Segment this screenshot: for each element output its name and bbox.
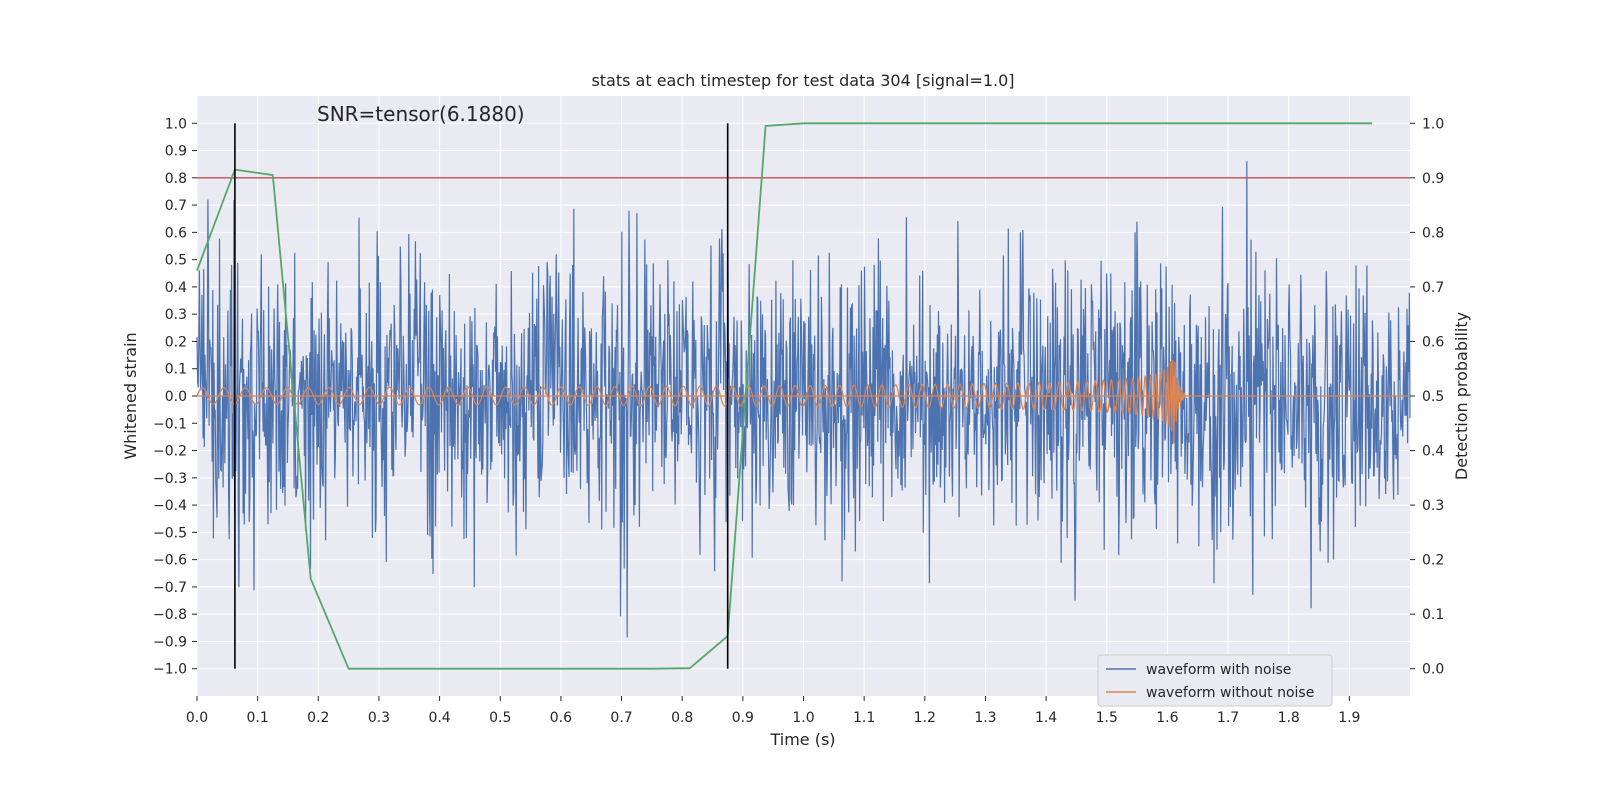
y2-tick-label: 0.0 <box>1422 662 1444 678</box>
y-tick-label: −0.9 <box>153 634 187 650</box>
y2-tick-label: 0.5 <box>1422 389 1444 405</box>
vertical-markers <box>234 123 729 669</box>
x-tick-label: 0.0 <box>186 710 208 726</box>
x-tick-label: 1.4 <box>1035 710 1057 726</box>
y-tick-label: 0.8 <box>165 171 187 187</box>
x-tick-label: 1.8 <box>1278 710 1300 726</box>
y-tick-label: −0.1 <box>153 416 187 432</box>
y-axis-label: Whitened strain <box>121 332 140 459</box>
legend-label-noise: waveform with noise <box>1146 662 1291 678</box>
y2-tick-label: 0.2 <box>1422 553 1444 569</box>
snr-annotation: SNR=tensor(6.1880) <box>317 102 525 126</box>
noise-series <box>196 161 1411 638</box>
y-tick-label: 1.0 <box>165 116 187 132</box>
y-tick-label: 0.3 <box>165 307 187 323</box>
y2-tick-label: 1.0 <box>1422 116 1444 132</box>
y-axis-ticks: 1.0 0.9 0.8 0.7 0.6 0.5 0.4 0.3 0.2 0.1 0.0 −0.1 −0.… <box>153 116 197 678</box>
y-tick-label: 0.5 <box>165 253 187 269</box>
y-tick-label: 0.7 <box>165 198 187 214</box>
y-tick-label: −0.8 <box>153 607 187 623</box>
y2-tick-label: 0.9 <box>1422 171 1444 187</box>
probability-series <box>196 122 1373 670</box>
chirp-line <box>196 359 1187 444</box>
x-tick-label: 1.6 <box>1156 710 1178 726</box>
y-tick-label: −0.4 <box>153 498 187 514</box>
y-tick-label: 0.4 <box>165 280 187 296</box>
x-tick-label: 1.3 <box>974 710 996 726</box>
x-tick-label: 0.3 <box>368 710 390 726</box>
y-tick-label: −0.5 <box>153 525 187 541</box>
y-tick-label: −0.3 <box>153 471 187 487</box>
x-tick-label: 1.7 <box>1217 710 1239 726</box>
legend-box <box>1097 654 1333 707</box>
legend-label-clean: waveform without noise <box>1146 685 1314 701</box>
x-tick-label: 0.8 <box>671 710 693 726</box>
x-tick-label: 1.2 <box>914 710 936 726</box>
y-tick-label: 0.2 <box>165 334 187 350</box>
y2-tick-label: 0.6 <box>1422 334 1444 350</box>
x-tick-label: 0.4 <box>428 710 450 726</box>
y2-tick-label: 0.1 <box>1422 607 1444 623</box>
y2-tick-label: 0.8 <box>1422 225 1444 241</box>
y2-axis-label: Detection probability <box>1452 312 1471 480</box>
chirp-series <box>196 359 1187 444</box>
x-tick-label: 0.7 <box>610 710 632 726</box>
y-tick-label: −0.2 <box>153 444 187 460</box>
x-tick-label: 0.1 <box>247 710 269 726</box>
y2-tick-label: 0.4 <box>1422 444 1444 460</box>
probability-line <box>196 122 1373 670</box>
x-tick-label: 1.0 <box>792 710 814 726</box>
x-tick-label: 1.5 <box>1096 710 1118 726</box>
x-axis-ticks: 0.0 0.1 0.2 0.3 0.4 0.5 0.6 0.7 0.8 0.9 1.0 1.1 1.2 1… <box>186 696 1360 726</box>
x-tick-label: 0.9 <box>732 710 754 726</box>
chart-title: stats at each timestep for test data 304… <box>591 71 1014 90</box>
y-tick-label: −0.6 <box>153 553 187 569</box>
legend: waveform with noise waveform without noi… <box>1097 654 1333 707</box>
x-tick-label: 0.6 <box>550 710 572 726</box>
x-tick-label: 0.5 <box>489 710 511 726</box>
y2-tick-label: 0.3 <box>1422 498 1444 514</box>
x-tick-label: 1.9 <box>1338 710 1360 726</box>
noise-line <box>196 161 1411 638</box>
y2-tick-label: 0.7 <box>1422 280 1444 296</box>
x-tick-label: 0.2 <box>307 710 329 726</box>
y-tick-label: −0.7 <box>153 580 187 596</box>
y-tick-label: 0.0 <box>165 389 187 405</box>
x-axis-label: Time (s) <box>769 730 835 749</box>
y-tick-label: 0.6 <box>165 225 187 241</box>
x-tick-label: 1.1 <box>853 710 875 726</box>
y2-axis-ticks: 1.0 0.9 0.8 0.7 0.6 0.5 0.4 0.3 0.2 0.1 0.0 <box>1410 116 1444 678</box>
y-tick-label: −1.0 <box>153 662 187 678</box>
y-tick-label: 0.1 <box>165 362 187 378</box>
y-tick-label: 0.9 <box>165 144 187 160</box>
